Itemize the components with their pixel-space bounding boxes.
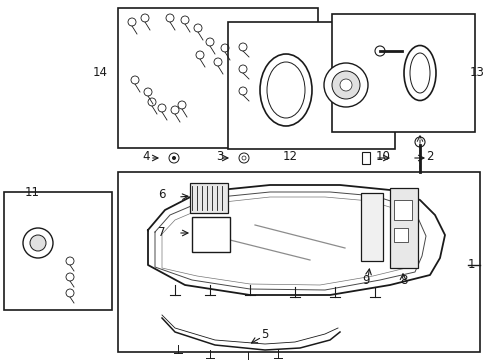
Bar [346,51,356,59]
Bar [394,200,412,220]
Bar [162,48,197,56]
Circle shape [172,156,176,160]
Ellipse shape [23,228,53,258]
Ellipse shape [30,235,46,251]
Text: 11: 11 [24,185,40,198]
Polygon shape [138,30,165,65]
Bar [118,172,480,352]
Text: 1: 1 [467,258,475,271]
Bar [4,192,112,310]
Circle shape [332,71,360,99]
Bar [50,236,78,258]
Circle shape [340,79,352,91]
Bar [152,72,182,99]
Text: 4: 4 [142,150,150,163]
Circle shape [324,63,368,107]
Bar [448,45,462,53]
Ellipse shape [267,62,305,118]
Bar [361,193,383,261]
Text: 8: 8 [400,274,408,287]
Bar [444,48,466,98]
Text: 6: 6 [158,189,166,202]
Text: 7: 7 [158,225,166,238]
Text: 13: 13 [469,66,485,78]
Bar [448,93,462,101]
Ellipse shape [260,54,312,126]
Text: 10: 10 [375,150,391,163]
Bar [118,8,318,148]
Text: 5: 5 [261,328,269,342]
Bar [390,188,418,268]
Bar [148,68,186,103]
Bar [332,14,475,132]
Ellipse shape [404,45,436,100]
Bar [362,152,370,164]
Text: 12: 12 [283,149,297,162]
Text: 2: 2 [426,150,434,163]
Ellipse shape [410,53,430,93]
Text: 9: 9 [362,274,370,287]
Text: 3: 3 [216,150,224,163]
Bar [346,87,356,95]
Text: 14: 14 [93,66,107,78]
Bar [190,183,228,213]
Bar [228,22,395,149]
Bar [394,228,408,242]
Bar [342,55,360,91]
Bar [162,35,197,43]
Bar [192,217,230,252]
